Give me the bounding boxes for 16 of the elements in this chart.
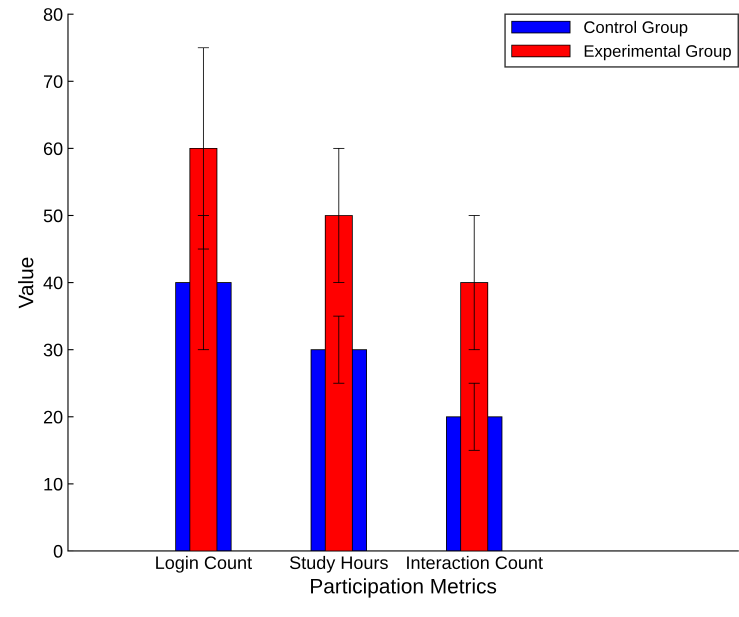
y-tick-label: 50: [44, 209, 62, 222]
y-tick-label: 0: [54, 544, 62, 558]
y-tick-label: 70: [44, 75, 62, 88]
x-axis-title: Participation Metrics: [311, 578, 496, 598]
x-tick-label: Study Hours: [290, 556, 388, 573]
y-tick-label: 10: [44, 478, 62, 491]
y-axis-title: Value: [18, 258, 34, 308]
y-tick-label: 20: [44, 410, 62, 424]
legend-label: Control Group: [584, 20, 688, 36]
y-tick-label: 80: [44, 8, 62, 21]
y-tick-label: 60: [44, 142, 62, 156]
legend-label: Experimental Group: [584, 44, 731, 60]
x-tick-label: Interaction Count: [407, 556, 543, 570]
y-tick-label: 40: [43, 276, 62, 290]
y-tick-label: 30: [44, 344, 62, 356]
x-tick-label: Login Count: [156, 556, 252, 573]
